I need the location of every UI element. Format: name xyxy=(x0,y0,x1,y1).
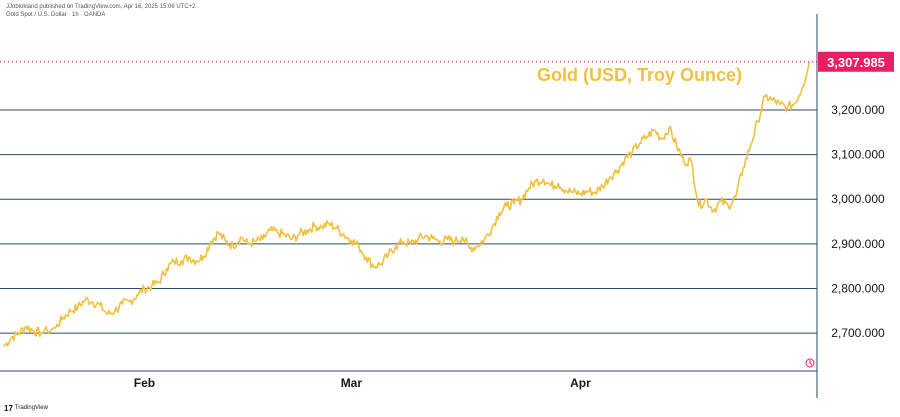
symbol-line: Gold Spot / U.S. Dollar · 1h · OANDA xyxy=(6,12,106,18)
grid-lines xyxy=(0,109,817,334)
y-tick-label: 3,000.000 xyxy=(831,192,885,206)
tradingview-logo-icon: 17 xyxy=(4,403,13,413)
y-tick-label: 3,200.000 xyxy=(831,103,885,117)
footer: 17 TradingView xyxy=(4,402,48,414)
gold-price-line xyxy=(3,61,811,348)
y-tick-label: 2,900.000 xyxy=(831,237,885,251)
x-tick-label: Feb xyxy=(134,376,155,390)
publisher-line: JJoblokland published on TradingView.com… xyxy=(6,4,196,10)
footer-brand: TradingView xyxy=(14,405,48,411)
y-tick-label: 3,100.000 xyxy=(831,148,885,162)
last-price-tag: 3,307.985 xyxy=(818,51,894,72)
x-axis-labels: Feb Mar Apr xyxy=(134,376,591,390)
timezone-icon-ring xyxy=(805,358,815,368)
y-tick-label: 2,700.000 xyxy=(831,326,885,340)
chart-header: JJoblokland published on TradingView.com… xyxy=(6,3,196,19)
chart-title: Gold (USD, Troy Ounce) xyxy=(537,65,742,85)
timezone-icon-hand xyxy=(809,360,813,366)
x-tick-label: Apr xyxy=(570,376,591,390)
y-axis-labels: 2,700.000 2,800.000 2,900.000 3,000.000 3,10… xyxy=(831,103,885,340)
timezone-icon[interactable] xyxy=(805,358,815,368)
y-tick-label: 2,800.000 xyxy=(831,281,885,295)
last-price-tag-bg xyxy=(818,51,894,72)
x-tick-label: Mar xyxy=(341,376,363,390)
last-price-label: 3,307.985 xyxy=(827,55,885,70)
